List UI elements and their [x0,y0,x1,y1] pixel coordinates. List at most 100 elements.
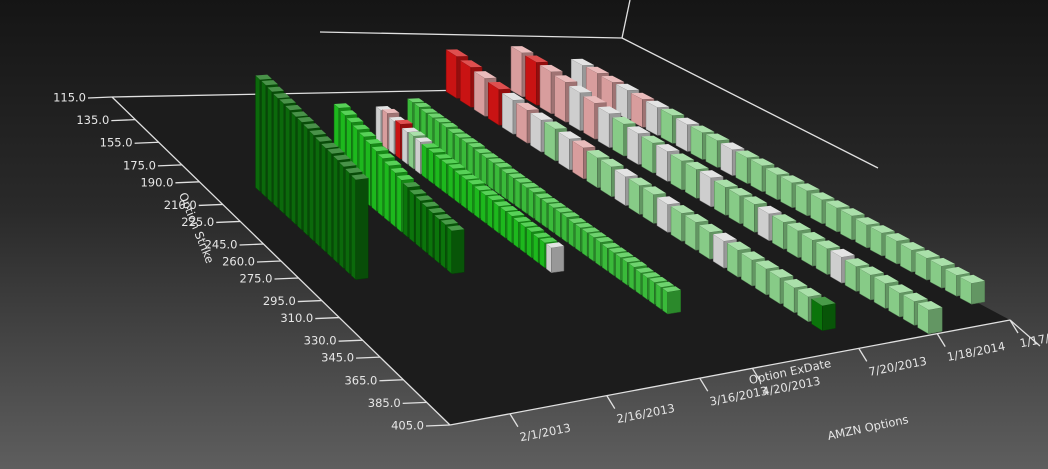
bar-top [541,198,560,203]
bar-side [440,220,446,270]
bar-side [474,149,481,181]
bar-top [396,174,414,181]
bar-top [685,161,709,170]
bar-side [655,283,662,310]
bar-top [480,190,498,196]
bar-top [845,258,870,267]
bar-top [448,163,465,169]
bar-top [461,174,479,180]
bar-top [642,186,666,195]
bar-side [502,92,514,135]
bar-top [279,98,296,104]
bar-top [642,272,661,278]
bar-top [583,96,607,104]
bar-top [960,274,985,284]
bar-side [351,174,357,281]
bar-top [743,196,767,205]
bar-side [454,170,460,205]
bar-side [371,146,377,212]
bar-top [408,131,426,136]
bar-top [255,74,272,80]
bar-side [377,153,384,217]
bar-side [445,49,458,99]
bar-side [554,75,566,123]
bar-top [588,232,607,238]
bar-side [487,158,494,191]
bar-side [447,164,454,200]
bar-side [273,93,279,209]
x-tick [751,367,761,382]
bar-top [494,162,512,168]
x-tick [509,413,519,428]
bar-side [384,161,390,223]
bar-top [615,252,634,258]
bar-side [415,137,421,175]
bar-side [541,198,548,229]
y-tick-label: 330.0 [304,334,337,348]
bar-side [261,80,267,198]
y-tick [134,141,159,144]
y-tick [111,118,136,122]
bar-top [447,225,465,231]
bar-top [855,217,880,225]
bar-top [720,142,745,150]
bar-top [795,183,820,191]
y-tick-label: 310.0 [280,311,313,325]
bar-top [515,178,533,183]
bar-top [508,173,526,178]
bar-end [551,245,565,273]
x-tick [1009,319,1019,334]
bar-side [315,136,321,248]
bar-top [525,55,548,63]
y-tick-label: 175.0 [123,158,156,172]
bar-side [595,238,601,267]
x-tick [699,377,709,392]
y-tick [338,339,363,342]
bar-top [461,138,479,143]
bar-top [474,148,492,154]
bar-side [513,217,519,249]
bar-top [297,116,314,123]
bar-top [395,119,413,125]
y-tick-label: 225.0 [181,215,214,229]
bar-top [641,135,665,143]
bar-end [822,303,836,331]
bar-side [533,233,539,264]
bar-side [554,208,561,238]
bar-side [460,175,467,209]
bar-top [554,75,577,83]
frame [319,0,879,169]
bar-top [435,154,452,159]
bar-side [546,243,552,274]
bar-top [285,104,302,111]
bar [811,296,836,332]
y-tick-label: 275.0 [240,271,273,285]
bar-side [467,143,474,176]
bar-top [493,201,512,207]
x-tick [606,395,616,409]
bar-top [460,60,483,68]
bar-top [769,269,794,278]
bar-top [903,292,928,302]
bar-top [571,58,594,66]
y-tick [356,356,381,359]
x-tick-label: 2/16/2013 [615,401,676,426]
bar-top [261,80,278,86]
y-tick-label: 245.0 [205,238,238,252]
bar-top [572,140,596,148]
bar-side [642,273,648,301]
bar-side [434,214,440,264]
bar-top [428,148,446,153]
bar-side [487,195,493,229]
bar-top [334,103,351,108]
y-tick-label: 260.0 [222,255,255,269]
bar-top [797,287,822,297]
bar-top [765,167,790,175]
bar-side [628,263,635,291]
bar-top [635,267,654,273]
bar-top [409,189,427,195]
bar-side [339,161,345,270]
bar-top [629,261,647,268]
bar-top [481,153,499,158]
bar-top [671,205,695,214]
